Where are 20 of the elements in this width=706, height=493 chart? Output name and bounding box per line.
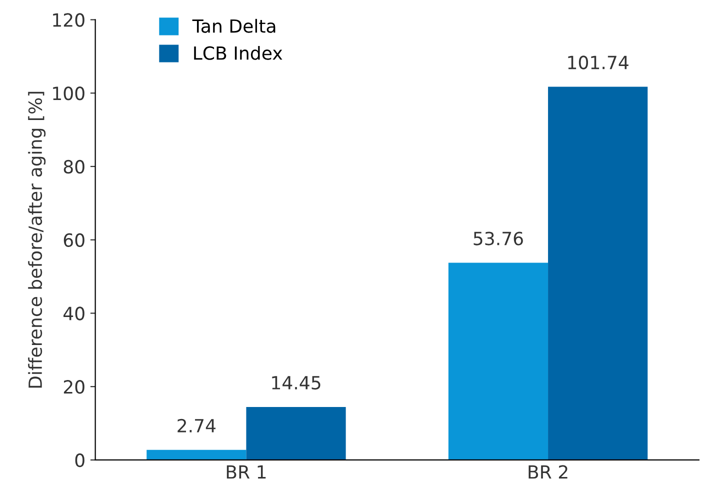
y-tick-label: 60 bbox=[64, 233, 84, 247]
x-tick-label: BR 2 bbox=[528, 465, 568, 479]
data-label: 53.76 bbox=[474, 232, 523, 246]
bar bbox=[246, 406, 346, 460]
legend-label: LCB Index bbox=[194, 46, 282, 60]
y-axis-title: Difference before/after aging [%] bbox=[28, 92, 46, 388]
y-tick-label: 0 bbox=[75, 453, 84, 468]
y-tick-label: 80 bbox=[64, 160, 84, 174]
y-tick-label: 40 bbox=[63, 306, 84, 320]
x-tick-label: BR 1 bbox=[226, 465, 266, 479]
bar bbox=[448, 262, 548, 460]
bar bbox=[146, 450, 246, 460]
data-label: 2.74 bbox=[178, 418, 216, 432]
data-label: 14.45 bbox=[272, 376, 320, 390]
y-tick-label: 20 bbox=[64, 380, 84, 394]
data-label: 101.74 bbox=[568, 56, 628, 70]
bar bbox=[548, 86, 648, 460]
y-tick-label: 120 bbox=[53, 13, 84, 27]
y-tick-label: 100 bbox=[53, 86, 84, 100]
legend-label: Tan Delta bbox=[192, 18, 276, 33]
